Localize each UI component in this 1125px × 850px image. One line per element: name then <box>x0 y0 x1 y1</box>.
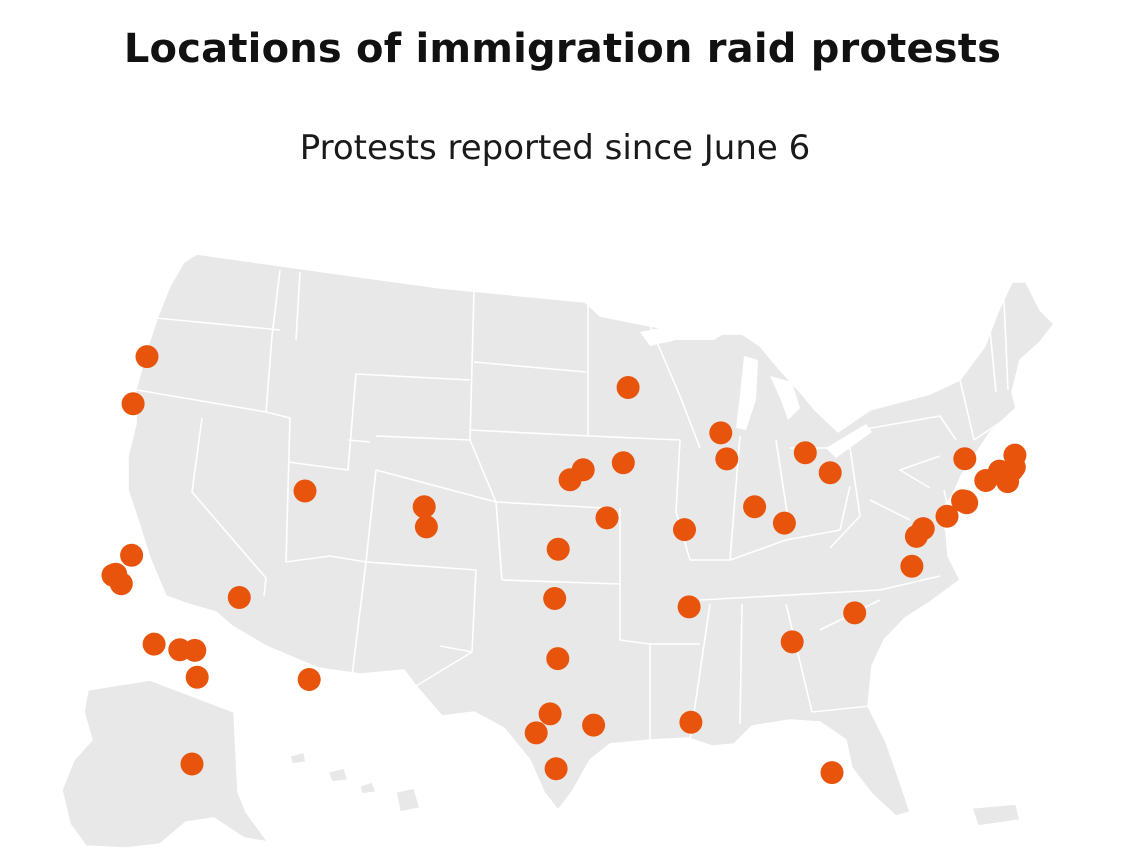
protest-marker <box>955 491 979 515</box>
protest-marker <box>185 665 209 689</box>
protest-marker <box>818 461 842 485</box>
protest-marker <box>843 601 867 625</box>
alaska-landmass <box>61 679 269 849</box>
protest-marker <box>772 511 796 535</box>
protest-marker <box>543 587 567 610</box>
protest-marker <box>142 632 166 656</box>
protest-marker <box>121 392 145 416</box>
base-map <box>61 253 1055 849</box>
lake-michigan <box>736 356 758 430</box>
protest-marker <box>715 447 739 471</box>
protest-marker <box>180 752 204 776</box>
protest-marker <box>414 515 438 539</box>
protest-marker <box>135 345 159 369</box>
state-borders <box>136 269 1009 741</box>
protest-marker <box>582 713 606 737</box>
protest-marker <box>709 421 733 445</box>
hawaii-island-3 <box>359 781 377 795</box>
hawaii-island-1 <box>289 751 307 765</box>
contiguous-us-landmass <box>127 253 1055 817</box>
protest-marker <box>109 572 133 596</box>
lake-huron <box>770 376 800 420</box>
protest-marker <box>673 518 696 542</box>
map-subtitle: Protests reported since June 6 <box>299 128 811 168</box>
hawaii-island-2 <box>327 767 349 783</box>
protest-marker <box>546 647 570 671</box>
protest-marker <box>544 757 568 781</box>
protest-marker <box>558 468 582 492</box>
protest-marker <box>677 595 701 619</box>
protest-marker <box>297 668 321 691</box>
puerto-rico-landmass <box>971 803 1021 827</box>
protest-marker <box>935 504 959 528</box>
protest-marker <box>120 543 144 567</box>
hawaii-island-4 <box>395 787 421 813</box>
protest-marker <box>780 630 804 654</box>
protest-marker <box>412 495 436 519</box>
map-title: Locations of immigration raid protests <box>123 26 1002 72</box>
protest-markers <box>101 345 1027 785</box>
protest-marker <box>911 517 935 541</box>
protest-marker <box>616 376 640 399</box>
protest-marker <box>611 451 635 475</box>
protest-marker <box>293 479 317 503</box>
protest-marker <box>820 761 844 785</box>
protest-marker <box>1003 443 1027 467</box>
protest-marker <box>743 495 767 519</box>
protest-marker <box>538 702 562 726</box>
protest-marker <box>793 441 817 465</box>
protest-marker <box>900 554 924 578</box>
protest-marker <box>679 710 703 734</box>
protest-marker <box>953 447 977 471</box>
lake-erie <box>826 424 872 458</box>
protest-marker <box>546 537 570 561</box>
protest-marker <box>595 506 619 530</box>
protest-marker <box>183 638 207 662</box>
lake-superior <box>640 322 730 346</box>
protest-marker <box>227 586 251 609</box>
protest-marker <box>524 721 548 745</box>
